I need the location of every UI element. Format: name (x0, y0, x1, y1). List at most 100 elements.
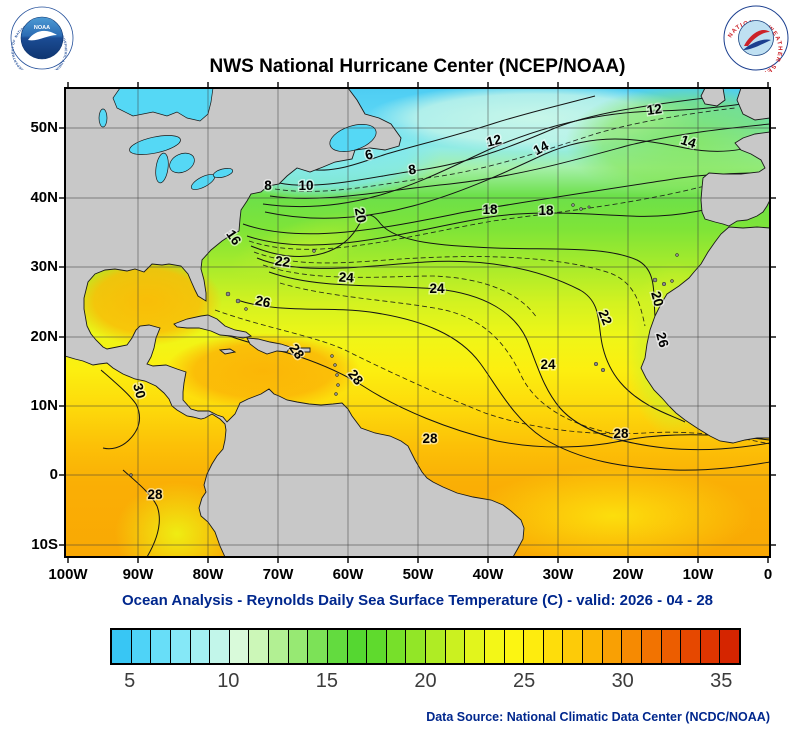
lon-axis-label: 20W (612, 566, 644, 583)
colorbar-cell (700, 630, 721, 663)
graticule (65, 88, 770, 557)
contour-label: 28 (422, 431, 438, 446)
contour-label: 28 (613, 426, 629, 441)
lake-superior (129, 135, 181, 155)
colorbar-cell (661, 630, 682, 663)
contour-label: 18 (538, 203, 554, 218)
lat-axis-label: 10S (31, 536, 58, 553)
noaa-logo: NATIONAL OCEANIC AND ATMOSPHERIC ADMINIS… (10, 6, 74, 70)
contour-label: 12 (646, 101, 663, 118)
lon-axis-label: 100W (48, 566, 88, 583)
nws-logo: NATIONAL WEATHER SERVICE (723, 5, 789, 72)
colorbar-cell (504, 630, 525, 663)
colorbar-tick-label: 20 (414, 670, 437, 692)
colorbar-cell (406, 630, 426, 663)
nws-inner-circle (738, 20, 774, 56)
lon-axis-label: 80W (192, 566, 224, 583)
colorbar-tick-label: 35 (710, 670, 733, 692)
lake-michigan (155, 152, 169, 184)
colorbar-cell (524, 630, 544, 663)
contour-label: 26 (653, 331, 672, 350)
land-cuba (173, 314, 252, 339)
colorbar-cell (681, 630, 701, 663)
colorbar-tick-label: 25 (512, 670, 536, 692)
colorbar-cell (347, 630, 368, 663)
colorbar-tick-label: 15 (315, 670, 339, 692)
colorbar-cell (210, 630, 230, 663)
colorbar-cell (229, 630, 250, 663)
land-britain (736, 88, 770, 121)
colorbar-cell (131, 630, 152, 663)
land-americas (65, 88, 525, 557)
lake-ontario (212, 167, 234, 179)
colorbar-cell (269, 630, 289, 663)
lat-axis-label: 10N (30, 397, 58, 414)
lat-axis-label: 30N (30, 258, 58, 275)
land-hispaniola (246, 337, 291, 355)
contour-label: 24 (338, 270, 355, 286)
colorbar-cell (386, 630, 407, 663)
colorbar-cell (151, 630, 171, 663)
caribbean-warm (165, 333, 361, 409)
colorbar-cell (426, 630, 446, 663)
colorbar-cell (367, 630, 387, 663)
lon-axis-label: 0 (763, 566, 773, 583)
contour-label: 20 (352, 207, 369, 224)
lon-axis-label: 10W (682, 566, 714, 583)
gulf-of-st-lawrence (329, 124, 377, 152)
contour-lines (100, 95, 770, 557)
gulf-stream-tongue (228, 211, 382, 281)
colorbar-cells (110, 628, 741, 665)
contour-label: 24 (429, 281, 445, 296)
colorbar-cell (288, 630, 309, 663)
colorbar-cell (249, 630, 269, 663)
land-ireland (700, 88, 726, 107)
colorbar-cell (563, 630, 583, 663)
equatorial-cool (473, 466, 753, 557)
colorbar-cell (543, 630, 564, 663)
lat-axis-label: 0 (49, 466, 58, 483)
contour-label: 30 (130, 382, 148, 400)
lon-axis-label: 90W (122, 566, 154, 583)
colorbar-tick-label: 10 (217, 670, 240, 692)
page-title: NWS National Hurricane Center (NCEP/NOAA… (209, 56, 626, 77)
lon-axis-label: 60W (332, 566, 364, 583)
colorbar-tick-label: 5 (124, 670, 136, 692)
contour-label: 14 (679, 132, 698, 151)
lake-huron (169, 152, 195, 174)
map-caption: Ocean Analysis - Reynolds Daily Sea Surf… (121, 592, 714, 609)
nws-blue-swoosh-icon (743, 39, 771, 50)
contour-label: 10 (298, 178, 313, 193)
colorbar-cell (308, 630, 328, 663)
lat-axis-label: 50N (30, 119, 58, 136)
colorbar-cell (170, 630, 191, 663)
lat-axis-label: 40N (30, 189, 58, 206)
contour-label: 8 (264, 178, 272, 193)
contour-label: 20 (648, 290, 666, 308)
contour-label: 12 (485, 132, 503, 150)
land-europe-iberia (700, 131, 770, 227)
colorbar-cell (641, 630, 662, 663)
colorbar-cell (622, 630, 642, 663)
contour-label: 24 (540, 357, 556, 372)
noaa-label: NOAA (34, 25, 50, 31)
lat-axis-label: 20N (30, 328, 58, 345)
colorbar-cell (602, 630, 623, 663)
colorbar-cell (465, 630, 485, 663)
land-jamaica (218, 348, 237, 355)
lon-axis-label: 40W (472, 566, 504, 583)
noaa-gull-icon (28, 30, 57, 41)
contour-label: 18 (482, 202, 498, 217)
data-source-note: Data Source: National Climatic Data Cent… (426, 710, 770, 724)
colorbar-cell (583, 630, 603, 663)
contour-label: 26 (254, 293, 272, 311)
nws-red-swoosh-icon (744, 29, 770, 46)
colorbar-cell (190, 630, 211, 663)
contour-label: 28 (147, 487, 163, 502)
axis-ticks (59, 82, 776, 563)
colorbar-cell (327, 630, 348, 663)
contour-label: 22 (595, 308, 615, 328)
land-puerto-rico (298, 347, 311, 353)
